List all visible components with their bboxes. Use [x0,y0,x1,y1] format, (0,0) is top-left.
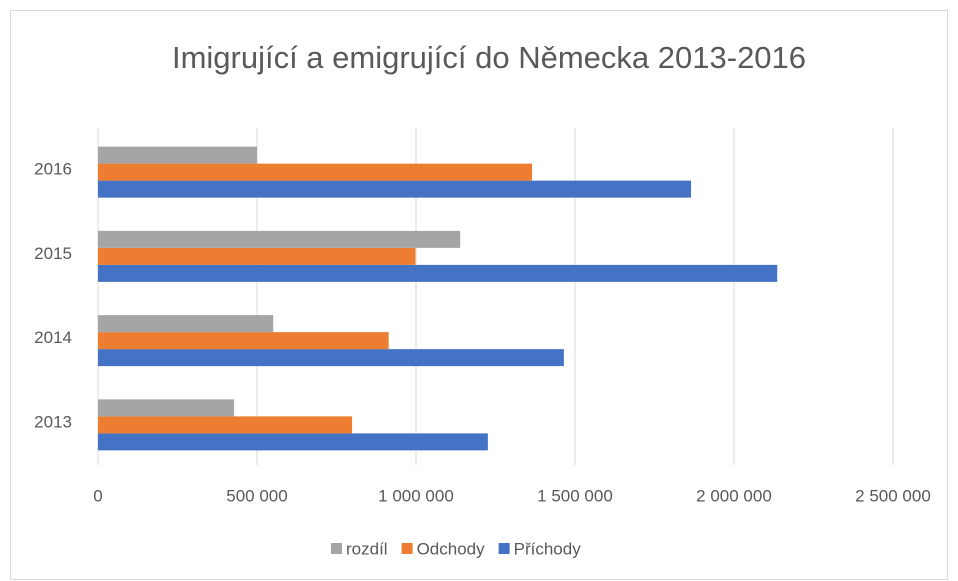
bar [98,332,389,350]
chart-frame [10,10,948,580]
bar [98,315,274,333]
y-tick-label: 2014 [34,328,72,347]
y-tick-label: 2013 [34,412,72,431]
bar [98,399,235,417]
bar [98,146,257,164]
x-tick-label: 2 500 000 [855,486,931,505]
bar [98,163,533,181]
bar [98,247,416,265]
x-tick-label: 2 000 000 [696,486,772,505]
chart-title: Imigrující a emigrující do Německa 2013-… [172,40,806,75]
legend-swatch [331,543,342,554]
x-tick-label: 500 000 [226,486,287,505]
legend-label: Příchody [514,539,582,558]
y-tick-label: 2016 [34,160,72,179]
legend-label: rozdíl [346,539,388,558]
x-tick-label: 0 [93,486,102,505]
y-tick-label: 2015 [34,244,72,263]
x-tick-label: 1 500 000 [537,486,613,505]
bar [98,349,564,367]
legend-swatch [401,543,413,554]
bar [98,180,692,198]
x-tick-label: 1 000 000 [378,486,454,505]
bar [98,264,778,282]
bar [98,433,488,451]
bar [98,416,353,434]
legend-label: Odchody [417,539,486,558]
bar [98,230,461,248]
legend-swatch [498,543,510,554]
